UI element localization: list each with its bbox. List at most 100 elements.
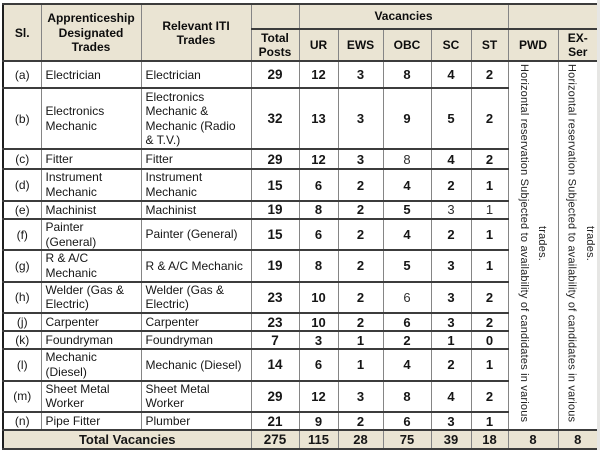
ex-ser-reservation-note-cell: Horizontal reservation Subjected to avai… (557, 60, 599, 432)
cell-st: 0 (470, 330, 509, 351)
table-row-f: (f) Painter (General) Painter (General) 15 6… (2, 217, 598, 252)
cell-ur: 9 (298, 411, 339, 432)
cell-total: 14 (250, 348, 300, 382)
col-header-sc: SC (430, 27, 472, 63)
cell-ews: 3 (337, 379, 384, 414)
total-row: Total Vacancies 275 115 28 75 39 18 8 8 (2, 429, 599, 450)
pwd-reservation-note: Horizontal reservation Subjected to avai… (518, 64, 549, 423)
cell-obc: 5 (382, 249, 432, 283)
table-row-j: (j) Carpenter Carpenter 23 10 2 6 3 2 (2, 312, 598, 333)
cell-trade: Welder (Gas & Electric) (40, 280, 142, 315)
cell-st: 2 (470, 148, 509, 171)
cell-obc: 6 (382, 312, 432, 333)
cell-iti: Sheet Metal Worker (140, 379, 252, 414)
cell-sl: (f) (2, 217, 42, 252)
cell-total: 23 (250, 280, 300, 315)
cell-ews: 2 (337, 280, 384, 315)
cell-obc: 5 (382, 199, 432, 220)
col-header-total-posts: Total Posts (250, 27, 300, 63)
cell-st: 2 (470, 60, 509, 90)
cell-obc: 9 (382, 87, 432, 151)
cell-iti: Mechanic (Diesel) (140, 348, 252, 382)
cell-sc: 3 (430, 312, 472, 333)
pwd-reservation-note-cell: Horizontal reservation Subjected to avai… (507, 60, 559, 432)
cell-iti: R & A/C Mechanic (140, 249, 252, 283)
cell-ews: 3 (337, 148, 384, 171)
cell-ews: 2 (337, 411, 384, 432)
col-header-ex-ser: EX-Ser (557, 27, 599, 63)
cell-iti: Foundryman (140, 330, 252, 351)
cell-st: 2 (470, 87, 509, 151)
cell-ews: 3 (337, 60, 384, 90)
cell-obc: 8 (382, 379, 432, 414)
cell-sc: 2 (430, 217, 472, 252)
cell-sl: (e) (2, 199, 42, 220)
table-row-n: (n) Pipe Fitter Plumber 21 9 2 6 3 1 (2, 411, 598, 432)
cell-sl: (g) (2, 249, 42, 283)
cell-iti: Fitter (140, 148, 252, 171)
cell-sc: 4 (430, 60, 472, 90)
cell-ur: 12 (298, 148, 339, 171)
cell-sl: (n) (2, 411, 42, 432)
vacancies-group-header: Vacancies (298, 3, 509, 30)
cell-trade: R & A/C Mechanic (40, 249, 142, 283)
cell-iti: Painter (General) (140, 217, 252, 252)
cell-ur: 3 (298, 330, 339, 351)
table-row-m: (m) Sheet Metal Worker Sheet Metal Worker 2… (2, 379, 598, 414)
cell-ews: 1 (337, 330, 384, 351)
cell-st: 1 (470, 249, 509, 283)
cell-total: 32 (250, 87, 300, 151)
cell-trade: Mechanic (Diesel) (40, 348, 142, 382)
total-obc: 75 (382, 429, 432, 450)
cell-ews: 2 (337, 168, 384, 202)
cell-sc: 4 (430, 379, 472, 414)
cell-total: 15 (250, 217, 300, 252)
cell-total: 29 (250, 379, 300, 414)
cell-ur: 12 (298, 379, 339, 414)
cell-ur: 10 (298, 312, 339, 333)
total-ews: 28 (337, 429, 384, 450)
col-header-iti-trades: Relevant ITI Trades (140, 2, 252, 63)
cell-sc: 2 (430, 168, 472, 202)
cell-obc: 4 (382, 168, 432, 202)
cell-sc: 5 (430, 87, 472, 151)
cell-iti: Welder (Gas & Electric) (140, 280, 252, 315)
cell-sc: 1 (430, 330, 472, 351)
table-row-e: (e) Machinist Machinist 19 8 2 5 3 1 (2, 199, 598, 220)
cell-total: 19 (250, 249, 300, 283)
cell-st: 1 (470, 217, 509, 252)
cell-ews: 3 (337, 87, 384, 151)
cell-sl: (a) (2, 60, 42, 90)
cell-iti: Electronics Mechanic & Mechanic (Radio &… (140, 87, 252, 151)
cell-total: 23 (250, 312, 300, 333)
cell-st: 1 (470, 199, 509, 220)
cell-total: 19 (250, 199, 300, 220)
cell-obc: 6 (382, 411, 432, 432)
cell-trade: Painter (General) (40, 217, 142, 252)
cell-obc: 2 (382, 330, 432, 351)
cell-total: 29 (250, 60, 300, 90)
cell-obc: 6 (382, 280, 432, 315)
ex-ser-reservation-note: Horizontal reservation Subjected to avai… (565, 64, 596, 423)
col-header-ur: UR (298, 27, 339, 63)
cell-trade: Machinist (40, 199, 142, 220)
cell-st: 1 (470, 411, 509, 432)
col-header-st: ST (470, 27, 509, 63)
cell-total: 7 (250, 330, 300, 351)
cell-sl: (d) (2, 168, 42, 202)
cell-sc: 3 (430, 249, 472, 283)
empty-header-cell-total (250, 3, 300, 30)
cell-obc: 8 (382, 148, 432, 171)
cell-sl: (j) (2, 312, 42, 333)
cell-sl: (l) (2, 348, 42, 382)
cell-st: 1 (470, 348, 509, 382)
cell-trade: Instrument Mechanic (40, 168, 142, 202)
cell-iti: Electrician (140, 60, 252, 90)
cell-ur: 12 (298, 60, 339, 90)
cell-sc: 3 (430, 199, 472, 220)
cell-ur: 6 (298, 217, 339, 252)
table-row-g: (g) R & A/C Mechanic R & A/C Mechanic 19 8 2 5… (2, 249, 598, 283)
cell-ur: 10 (298, 280, 339, 315)
cell-iti: Instrument Mechanic (140, 168, 252, 202)
